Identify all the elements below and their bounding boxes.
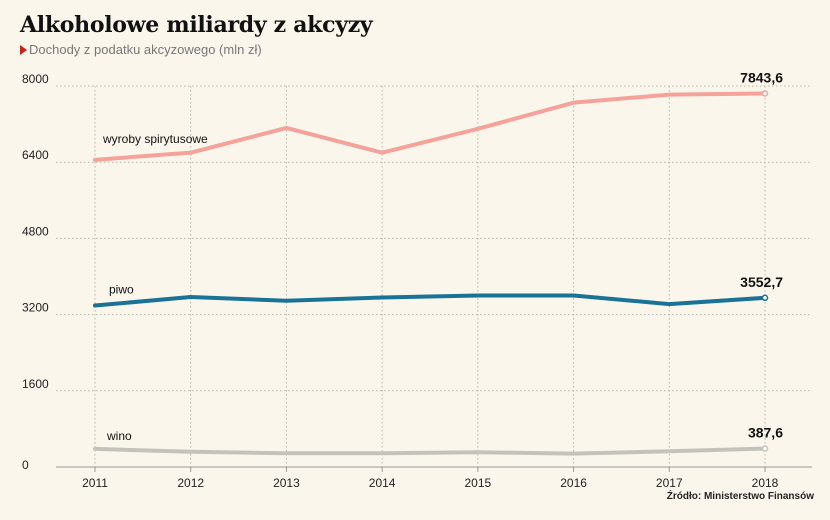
chart-subtitle: Dochody z podatku akcyzowego (mln zł) — [29, 42, 262, 57]
y-tick-label: 6400 — [22, 148, 49, 162]
series-end-label: 3552,7 — [740, 274, 783, 290]
series-end-point — [761, 90, 769, 97]
y-tick-label: 1600 — [22, 377, 49, 391]
source-note: Źródło: Ministerstwo Finansów — [666, 491, 814, 502]
series-end-label: 387,6 — [748, 425, 783, 441]
series-end-point — [761, 294, 769, 302]
x-tick-label: 2018 — [752, 476, 779, 490]
x-tick-label: 2014 — [369, 476, 396, 490]
series-line — [93, 91, 767, 162]
series-end-point — [761, 445, 769, 452]
chart-subtitle-row: Dochody z podatku akcyzowego (mln zł) — [20, 42, 262, 57]
x-tick-label: 2016 — [560, 476, 587, 490]
series-name-label: wyroby spirytusowe — [102, 132, 208, 146]
series-line — [93, 446, 767, 456]
y-tick-label: 8000 — [22, 72, 49, 86]
chart-title: Alkoholowe miliardy z akcyzy — [20, 12, 373, 38]
y-tick-label: 3200 — [22, 301, 49, 315]
x-tick-label: 2013 — [273, 476, 300, 490]
x-tick-label: 2011 — [82, 476, 108, 490]
series-line — [93, 293, 767, 308]
y-tick-label: 4800 — [22, 224, 49, 238]
x-tick-label: 2015 — [465, 476, 492, 490]
series-end-label: 7843,6 — [740, 69, 783, 85]
series-name-label: wino — [106, 429, 132, 443]
series-name-label: piwo — [109, 283, 134, 297]
x-tick-label: 2012 — [177, 476, 204, 490]
y-tick-label: 0 — [22, 458, 29, 472]
x-tick-label: 2017 — [656, 476, 683, 490]
triangle-marker-icon — [20, 44, 27, 55]
